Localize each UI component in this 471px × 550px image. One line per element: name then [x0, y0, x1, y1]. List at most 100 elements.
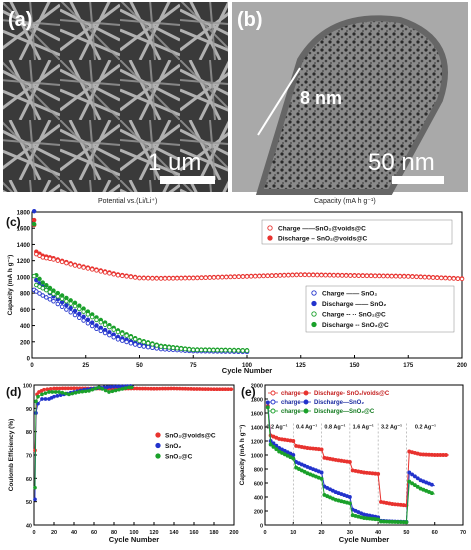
legend-label: charge	[281, 400, 301, 406]
series-point	[182, 275, 188, 281]
series-point	[77, 264, 82, 269]
series-point	[223, 387, 228, 392]
series-point	[291, 456, 296, 461]
legend-marker	[155, 453, 161, 459]
series-point	[81, 314, 86, 320]
series-point	[232, 274, 237, 280]
series-point	[33, 485, 37, 490]
x-tick-label: 20	[51, 530, 57, 536]
series-point	[111, 272, 116, 277]
series-point	[85, 266, 91, 271]
x-tick-label: 60	[432, 530, 438, 536]
legend-marker	[267, 225, 273, 231]
plot-frame	[33, 384, 235, 526]
series-point	[60, 386, 65, 391]
legend-marker	[303, 408, 309, 414]
series-point	[40, 392, 44, 397]
series-point	[203, 347, 208, 353]
legend-marker	[270, 399, 276, 405]
series-point	[36, 394, 40, 399]
series-point	[145, 276, 151, 281]
legend-marker	[270, 408, 276, 414]
x-tick-label: 75	[190, 363, 197, 369]
y-axis-label: Capacity (mA h g⁻¹)	[239, 425, 246, 486]
series-point	[31, 221, 37, 227]
series-point	[426, 275, 432, 280]
series-point	[83, 389, 88, 394]
series-point	[215, 347, 220, 353]
legend-label: Charge ——SnO₂@voids@C	[278, 226, 366, 233]
series-point	[207, 275, 213, 280]
series-point	[55, 386, 59, 391]
series-point	[68, 310, 73, 315]
series-point	[166, 345, 172, 350]
series-point	[68, 305, 73, 311]
series-point	[111, 334, 116, 340]
series-point	[117, 387, 121, 392]
strip-left-label: Potential vs.(Li/Li⁺)	[98, 198, 157, 205]
series-point	[212, 387, 216, 392]
series-point	[343, 273, 349, 278]
legend-label: SnO₂@voids@C	[165, 433, 216, 440]
y-tick-label: 800	[20, 292, 31, 298]
chart-c: 0 25 50 75 100 125 150 175 200 0 200 400 600 800 1000 1…	[6, 208, 468, 375]
series-point	[170, 345, 176, 351]
series-point	[291, 453, 296, 457]
series-point	[115, 337, 121, 342]
x-tick-label: 40	[375, 530, 381, 536]
legend-box	[261, 219, 453, 245]
series-point	[401, 274, 407, 279]
series-point	[231, 348, 237, 353]
series-point	[335, 273, 341, 278]
series-point	[244, 348, 250, 353]
series-point	[36, 401, 40, 406]
x-tick-label: 100	[129, 530, 138, 536]
y-tick-label: 600	[254, 482, 263, 488]
series-point	[47, 285, 53, 291]
legend-marker	[270, 390, 276, 396]
series-point	[89, 267, 95, 272]
series-point	[199, 347, 204, 353]
series-point	[178, 276, 184, 281]
series-point	[226, 387, 231, 392]
legend-label: charge	[281, 391, 301, 397]
series-point	[177, 386, 182, 391]
series-point	[72, 303, 78, 309]
series-point	[404, 520, 409, 525]
x-tick-label: 175	[403, 363, 414, 369]
series-point	[240, 348, 245, 353]
series-point	[94, 317, 99, 323]
series-point	[306, 272, 312, 278]
series-point	[52, 386, 56, 391]
series-point	[33, 448, 37, 453]
series-point	[157, 386, 162, 391]
series-point	[69, 386, 73, 391]
series-point	[44, 255, 49, 261]
legend-marker	[311, 300, 317, 307]
series-point	[102, 270, 108, 275]
legend-marker	[155, 442, 161, 449]
series-point	[183, 386, 188, 391]
legend-label: SnO₂	[165, 443, 181, 450]
series-point	[50, 390, 55, 394]
series-point	[310, 272, 316, 278]
series-point	[269, 273, 275, 278]
series-point	[124, 333, 129, 338]
series-point	[105, 385, 110, 389]
series-point	[158, 344, 164, 349]
series-point	[444, 453, 448, 457]
series-point	[217, 387, 222, 392]
series-point	[166, 386, 171, 391]
series-point	[97, 385, 101, 390]
series-point	[120, 331, 125, 337]
series-point	[72, 386, 76, 391]
series-point	[129, 385, 134, 390]
series-point	[31, 273, 37, 279]
series-point	[219, 347, 224, 353]
series-point	[182, 346, 188, 352]
series-point	[72, 263, 78, 268]
series-point	[60, 390, 65, 395]
series-point	[422, 274, 428, 280]
y-tick-label: 50	[26, 500, 32, 506]
